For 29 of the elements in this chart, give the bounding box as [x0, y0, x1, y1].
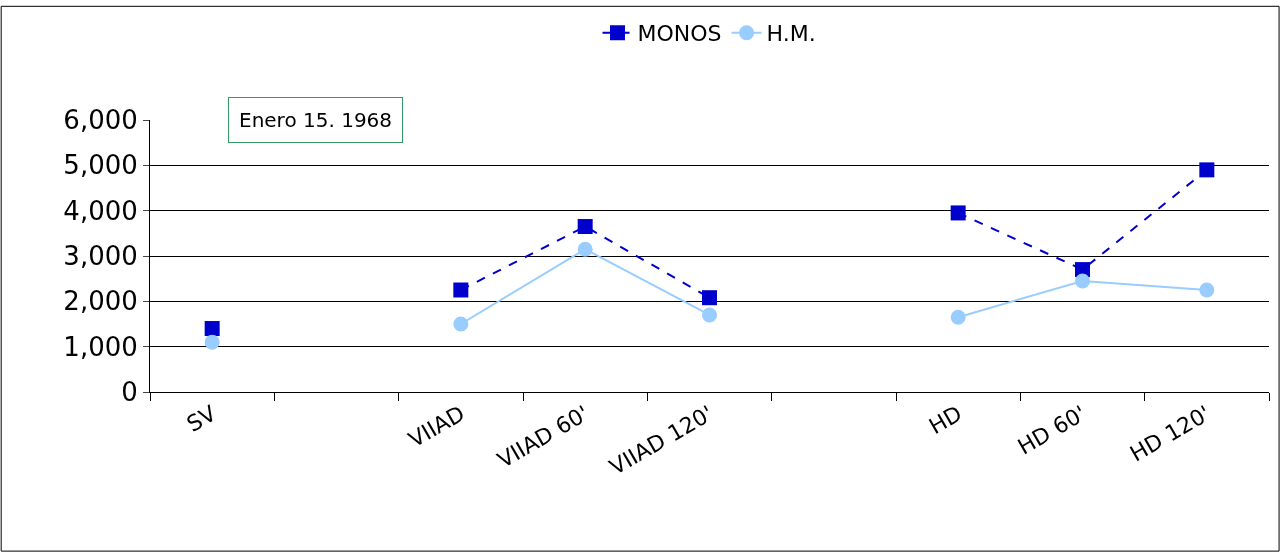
y-tick-label: 5,000 — [63, 150, 138, 181]
point — [702, 307, 717, 323]
legend-label: MONOS — [637, 21, 722, 47]
x-tick-label: VIIAD 120' — [605, 400, 718, 480]
point — [950, 309, 966, 325]
y-tick-label: 1,000 — [63, 331, 138, 362]
x-tick-label: SV — [182, 400, 221, 437]
point — [204, 334, 220, 350]
point — [1199, 162, 1215, 178]
y-tick-label: 6,000 — [63, 105, 138, 136]
x-tick-label: HD — [924, 400, 967, 439]
point — [577, 241, 593, 257]
x-tick-label: VIIAD 60' — [493, 400, 594, 473]
x-tick-label: HD 60' — [1013, 400, 1091, 460]
y-tick-label: 0 — [121, 377, 138, 408]
point — [702, 290, 717, 306]
point — [204, 321, 220, 337]
annotation: Enero 15. 1968 — [239, 108, 393, 132]
y-tick-label: 3,000 — [63, 241, 138, 272]
point — [453, 282, 469, 298]
legend-label: H.M. — [766, 21, 816, 47]
point — [453, 316, 469, 332]
point — [1075, 273, 1090, 289]
point — [577, 219, 593, 235]
x-tick-label: HD 120' — [1125, 400, 1215, 467]
point — [950, 205, 966, 221]
y-tick-label: 2,000 — [63, 286, 138, 317]
y-tick-label: 4,000 — [63, 195, 138, 226]
point — [1199, 282, 1215, 298]
